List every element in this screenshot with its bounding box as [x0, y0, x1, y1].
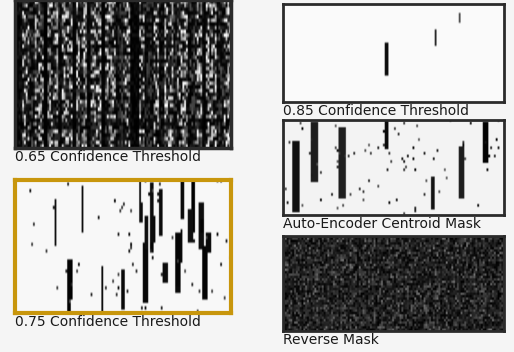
Text: 0.85 Confidence Threshold: 0.85 Confidence Threshold	[283, 104, 469, 118]
Text: Reverse Mask: Reverse Mask	[283, 333, 379, 347]
Text: Auto-Encoder Centroid Mask: Auto-Encoder Centroid Mask	[283, 216, 481, 231]
Text: 0.65 Confidence Threshold: 0.65 Confidence Threshold	[15, 150, 201, 164]
Text: 0.75 Confidence Threshold: 0.75 Confidence Threshold	[15, 315, 201, 329]
